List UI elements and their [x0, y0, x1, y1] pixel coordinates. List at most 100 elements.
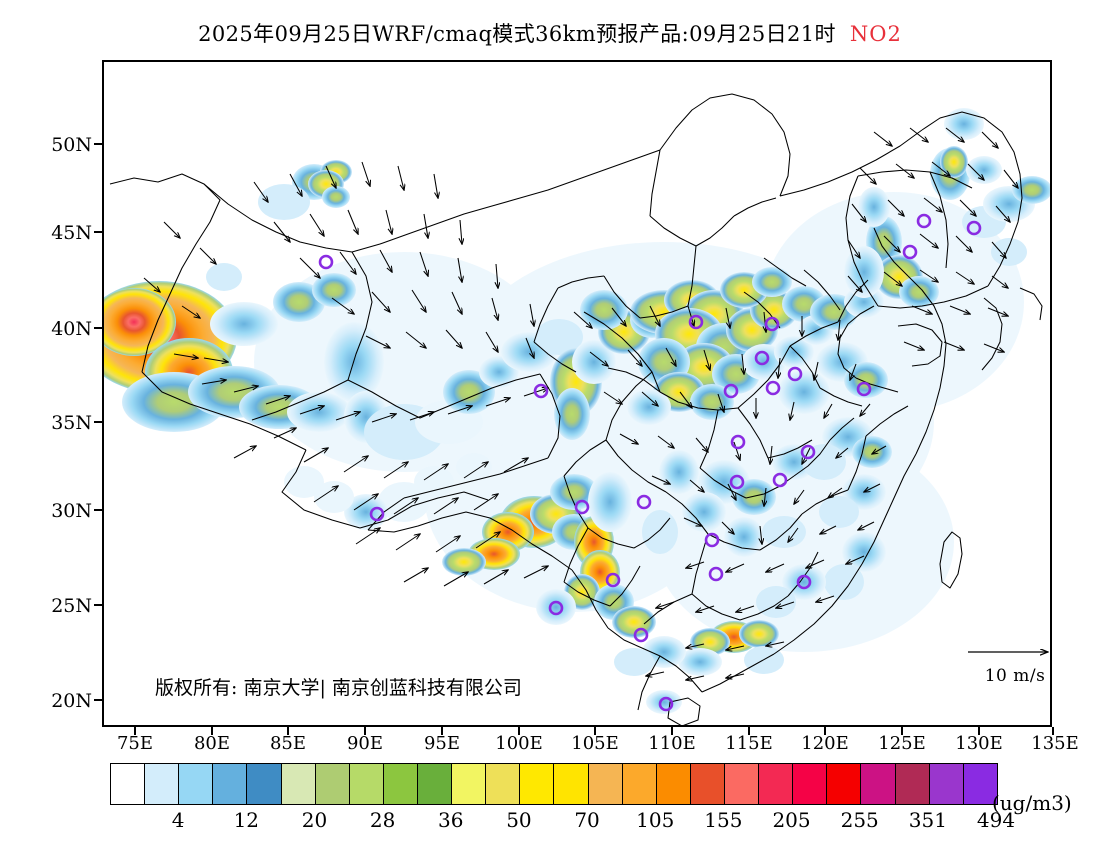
x-axis-tick [364, 727, 366, 735]
wind-vector-field [143, 127, 1018, 680]
city-marker [704, 532, 720, 548]
x-axis-tick [978, 727, 980, 735]
colorbar-cell [417, 764, 453, 804]
colorbar-cell [383, 764, 418, 804]
x-axis-tick [671, 727, 673, 735]
colorbar-tick-label: 4 [171, 808, 185, 832]
colorbar-cell [895, 764, 930, 804]
page-title: 2025年09月25日WRF/cmaq模式36km预报产品:09月25日21时 N… [0, 18, 1100, 48]
y-axis-label: 25N [51, 595, 92, 617]
x-axis-label: 75E [116, 733, 154, 754]
colorbar-cell [929, 764, 964, 804]
species-label: NO2 [849, 22, 902, 46]
x-axis-tick [901, 727, 903, 735]
x-axis-label: 105E [571, 733, 619, 754]
x-axis-label: 90E [346, 733, 384, 754]
colorbar-cell [315, 764, 350, 804]
colorbar-tick-label: 70 [574, 808, 600, 832]
city-marker [729, 474, 745, 490]
city-marker [902, 244, 918, 260]
y-axis-label: 30N [51, 500, 92, 522]
title-text: 2025年09月25日WRF/cmaq模式36km预报产品:09月25日21时 [198, 22, 836, 46]
x-axis-label: 80E [193, 733, 231, 754]
y-axis-tick [94, 143, 102, 145]
y-axis-tick [94, 604, 102, 606]
colorbar-tick-label: 105 [636, 808, 675, 832]
city-marker [787, 366, 803, 382]
x-axis-label: 135E [1031, 733, 1079, 754]
city-marker [574, 499, 590, 515]
colorbar-unit-label: (ug/m3) [992, 791, 1072, 815]
y-axis-tick [94, 699, 102, 701]
colorbar-cell [452, 764, 487, 804]
colorbar-cell [179, 764, 214, 804]
x-axis-label: 100E [495, 733, 543, 754]
city-marker [636, 494, 652, 510]
city-marker [633, 627, 649, 643]
wind-scale-arrow-icon [968, 640, 1070, 660]
x-axis-label: 115E [725, 733, 773, 754]
colorbar-cell [963, 764, 997, 804]
city-marker [318, 254, 334, 270]
colorbar-cell [486, 764, 521, 804]
city-marker [533, 383, 549, 399]
colorbar-tick-label: 50 [506, 808, 532, 832]
colorbar-cell [690, 764, 725, 804]
city-marker [605, 572, 621, 588]
colorbar-cell [622, 764, 657, 804]
city-marker [730, 434, 746, 450]
colorbar-tick-label: 12 [233, 808, 260, 832]
colorbar-cell [759, 764, 794, 804]
city-marker [723, 383, 739, 399]
y-axis-tick [94, 231, 102, 233]
y-axis-label: 40N [51, 318, 92, 340]
x-axis-label: 95E [423, 733, 461, 754]
colorbar-tick-label: 155 [704, 808, 743, 832]
wind-scale-label: 10 m/s [984, 666, 1046, 686]
city-marker-group [318, 213, 982, 712]
y-axis-label: 20N [51, 690, 92, 712]
city-marker [966, 220, 982, 236]
city-marker [765, 380, 781, 396]
colorbar: 4 12 20 28 36 50 70 105 155 205 255 351 494 [110, 763, 1015, 835]
wind-scale-legend: 10 m/s [960, 640, 1070, 686]
colorbar-cell [656, 764, 691, 804]
x-axis-label: 110E [648, 733, 696, 754]
x-axis-tick [287, 727, 289, 735]
city-marker [754, 350, 770, 366]
province-boundaries [109, 93, 1043, 725]
colorbar-cell [247, 764, 282, 804]
city-marker [708, 566, 724, 582]
copyright-notice: 版权所有: 南京大学| 南京创蓝科技有限公司 [155, 677, 522, 699]
city-marker [800, 444, 816, 460]
x-axis-tick [518, 727, 520, 735]
x-axis-tick [824, 727, 826, 735]
colorbar-cell [861, 764, 896, 804]
city-marker [856, 381, 872, 397]
city-marker [764, 316, 780, 332]
colorbar-cell [349, 764, 384, 804]
y-axis-label: 35N [51, 412, 92, 434]
y-axis-tick [94, 327, 102, 329]
city-marker [688, 314, 704, 330]
colorbar-swatches [110, 763, 998, 805]
colorbar-cell [145, 764, 180, 804]
x-axis-tick [594, 727, 596, 735]
y-axis-tick [94, 421, 102, 423]
colorbar-cell [588, 764, 623, 804]
y-axis-tick [94, 509, 102, 511]
x-axis-tick [748, 727, 750, 735]
no2-concentration-field [104, 108, 1050, 714]
y-axis-label: 50N [51, 134, 92, 156]
colorbar-cell [111, 764, 146, 804]
colorbar-cell [724, 764, 760, 804]
x-axis-tick [134, 727, 136, 735]
city-marker [772, 472, 788, 488]
colorbar-cell [213, 764, 248, 804]
x-axis-label: 125E [878, 733, 926, 754]
city-marker [369, 506, 385, 522]
city-marker [796, 574, 812, 590]
colorbar-cell [281, 764, 316, 804]
colorbar-cell [554, 764, 589, 804]
